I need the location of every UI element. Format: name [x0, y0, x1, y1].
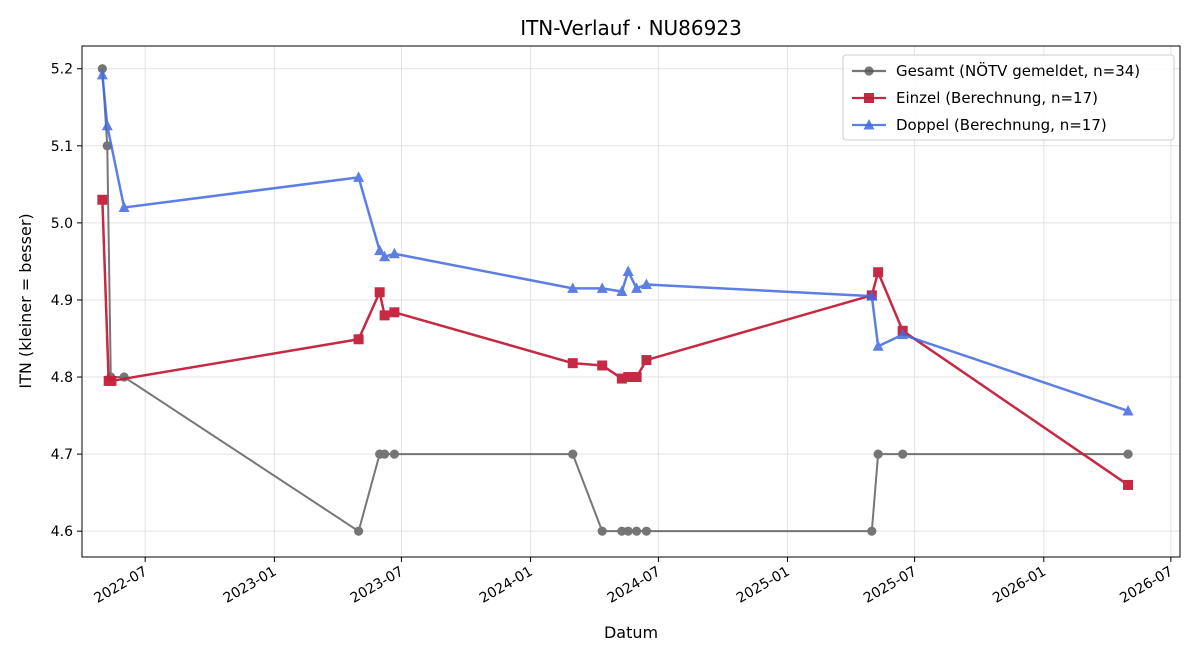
- y-axis: 4.6 4.7 4.8 4.9 5.0 5.1 5.2: [51, 62, 82, 540]
- data-point: [872, 340, 884, 351]
- legend-entry: Einzel (Berechnung, n=17): [852, 89, 1098, 107]
- x-axis-label: Datum: [604, 623, 658, 642]
- data-point: [102, 141, 112, 151]
- data-point: [374, 244, 386, 256]
- data-point: [106, 375, 117, 386]
- legend-box: [842, 54, 1175, 141]
- data-point: [631, 282, 643, 293]
- legend-label: Gesamt (NÖTV gemeldet, n=34): [896, 61, 1140, 80]
- data-point: [389, 307, 400, 318]
- data-point: [353, 334, 364, 345]
- data-point: [622, 265, 634, 276]
- data-point: [97, 194, 108, 205]
- data-point: [354, 526, 364, 536]
- x-tick-label: 2025-01: [734, 564, 793, 607]
- data-point: [97, 64, 107, 74]
- y-tick-label: 4.8: [51, 370, 73, 386]
- data-point: [597, 360, 608, 371]
- data-point: [1123, 479, 1134, 490]
- x-tick-label: 2023-07: [348, 564, 407, 607]
- data-point: [1123, 449, 1133, 459]
- legend-marker: [864, 66, 874, 76]
- y-tick-label: 4.7: [51, 447, 73, 463]
- legend: Gesamt (NÖTV gemeldet, n=34) Einzel (Bere…: [842, 54, 1175, 141]
- plot-area: [81, 45, 1181, 558]
- data-point: [616, 285, 628, 296]
- y-tick-label: 4.9: [51, 293, 73, 309]
- data-point: [379, 310, 390, 321]
- x-tick-label: 2026-07: [1117, 564, 1176, 607]
- data-point: [1122, 404, 1134, 416]
- x-axis: 2022-07 2023-01 2023-07 2024-01 2024-07 2025-…: [92, 557, 1176, 607]
- legend-entry: Doppel (Berechnung, n=17): [852, 116, 1107, 134]
- legend-label: Einzel (Berechnung, n=17): [896, 89, 1098, 107]
- data-point: [873, 267, 884, 278]
- x-tick-label: 2024-07: [605, 564, 664, 607]
- data-point: [898, 449, 908, 459]
- data-point: [597, 526, 607, 536]
- chart-title: ITN-Verlauf · NU86923: [520, 16, 742, 40]
- data-point: [631, 372, 642, 383]
- data-point: [640, 278, 652, 290]
- data-point: [897, 328, 909, 340]
- series-layer: [96, 64, 1134, 536]
- series-square: [97, 194, 1134, 490]
- data-point: [641, 526, 652, 536]
- data-point: [616, 373, 627, 384]
- data-point: [596, 282, 608, 293]
- data-point: [379, 449, 390, 459]
- x-tick-label: 2022-07: [92, 564, 151, 607]
- x-tick-label: 2026-01: [990, 564, 1049, 607]
- data-point: [388, 247, 400, 259]
- y-axis-label: ITN (kleiner = besser): [16, 213, 35, 388]
- y-tick-label: 5.0: [51, 216, 73, 232]
- data-point: [374, 287, 385, 298]
- data-point: [379, 250, 391, 262]
- data-point: [118, 201, 130, 212]
- data-point: [873, 449, 883, 459]
- y-tick-label: 4.6: [51, 524, 73, 540]
- data-point: [567, 282, 579, 293]
- y-tick-label: 5.1: [51, 139, 73, 155]
- series-triangle: [96, 68, 1134, 416]
- data-point: [568, 449, 578, 459]
- data-point: [101, 119, 113, 131]
- series-line: [101, 199, 1129, 486]
- x-tick-label: 2024-01: [477, 564, 536, 607]
- data-point: [632, 526, 642, 536]
- data-point: [353, 171, 365, 182]
- data-point: [623, 372, 634, 383]
- legend-entry: Gesamt (NÖTV gemeldet, n=34): [852, 61, 1140, 80]
- data-point: [623, 526, 633, 536]
- data-point: [867, 526, 877, 536]
- y-tick-label: 5.2: [51, 62, 73, 78]
- data-point: [617, 526, 627, 536]
- legend-marker: [864, 93, 874, 103]
- data-point: [567, 358, 578, 369]
- data-point: [389, 449, 400, 459]
- x-tick-label: 2023-01: [221, 564, 280, 607]
- data-point: [96, 68, 108, 80]
- data-point: [641, 355, 652, 366]
- grid: [82, 46, 1180, 557]
- x-tick-label: 2025-07: [861, 564, 920, 607]
- data-point: [866, 290, 878, 301]
- legend-marker: [863, 119, 875, 130]
- legend-label: Doppel (Berechnung, n=17): [896, 116, 1107, 134]
